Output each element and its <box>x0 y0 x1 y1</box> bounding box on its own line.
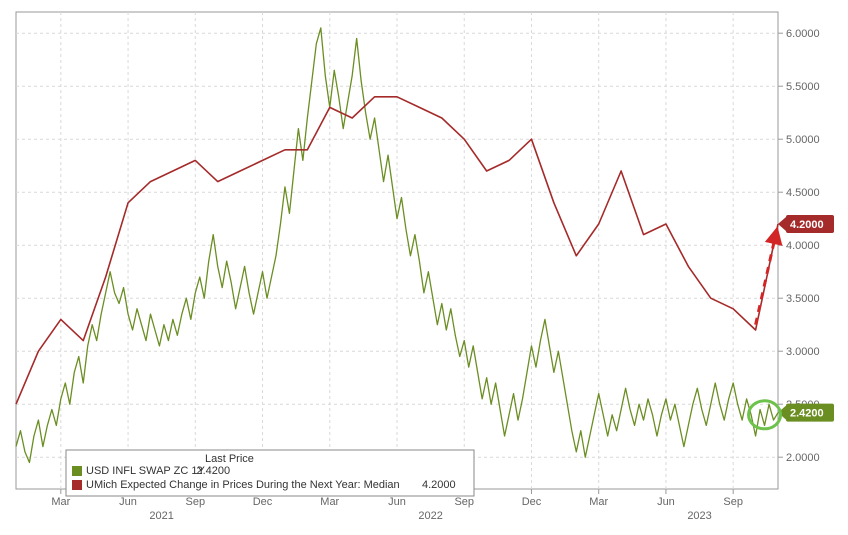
legend-swatch <box>72 466 82 476</box>
x-year-label: 2021 <box>149 510 173 522</box>
legend-value: 2.4200 <box>197 465 231 477</box>
legend-value: 4.2000 <box>422 479 456 491</box>
y-tick-label: 3.5000 <box>786 293 820 305</box>
y-tick-label: 4.0000 <box>786 240 820 252</box>
x-tick-label: Dec <box>522 496 542 508</box>
x-tick-label: Sep <box>186 496 206 508</box>
line-chart: 2.00002.50003.00003.50004.00004.50005.00… <box>0 0 848 535</box>
legend-swatch <box>72 480 82 490</box>
legend-label: UMich Expected Change in Prices During t… <box>86 479 400 491</box>
last-value-badge-usd_infl_swap: 2.4200 <box>778 404 834 422</box>
last-value-badge-umich: 4.2000 <box>778 215 834 233</box>
x-tick-label: Jun <box>388 496 406 508</box>
y-tick-label: 2.0000 <box>786 452 820 464</box>
y-tick-label: 5.0000 <box>786 134 820 146</box>
x-tick-label: Sep <box>454 496 474 508</box>
legend: Last PriceUSD INFL SWAP ZC 1Y2.4200 UMich… <box>66 450 474 496</box>
last-value-text-umich: 4.2000 <box>790 219 824 231</box>
x-tick-label: Mar <box>589 496 608 508</box>
y-tick-label: 3.0000 <box>786 346 820 358</box>
x-tick-label: Mar <box>51 496 70 508</box>
y-tick-label: 6.0000 <box>786 28 820 40</box>
x-year-label: 2023 <box>687 510 711 522</box>
x-tick-label: Mar <box>320 496 339 508</box>
y-tick-label: 4.5000 <box>786 187 820 199</box>
x-tick-label: Jun <box>657 496 675 508</box>
legend-title: Last Price <box>205 453 254 465</box>
chart-container: 2.00002.50003.00003.50004.00004.50005.00… <box>0 0 848 535</box>
x-tick-label: Dec <box>253 496 273 508</box>
y-tick-label: 5.5000 <box>786 81 820 93</box>
x-year-label: 2022 <box>418 510 442 522</box>
x-tick-label: Sep <box>723 496 743 508</box>
x-tick-label: Jun <box>119 496 137 508</box>
legend-label: USD INFL SWAP ZC 1Y <box>86 465 205 477</box>
last-value-text-usd_infl_swap: 2.4200 <box>790 408 824 420</box>
